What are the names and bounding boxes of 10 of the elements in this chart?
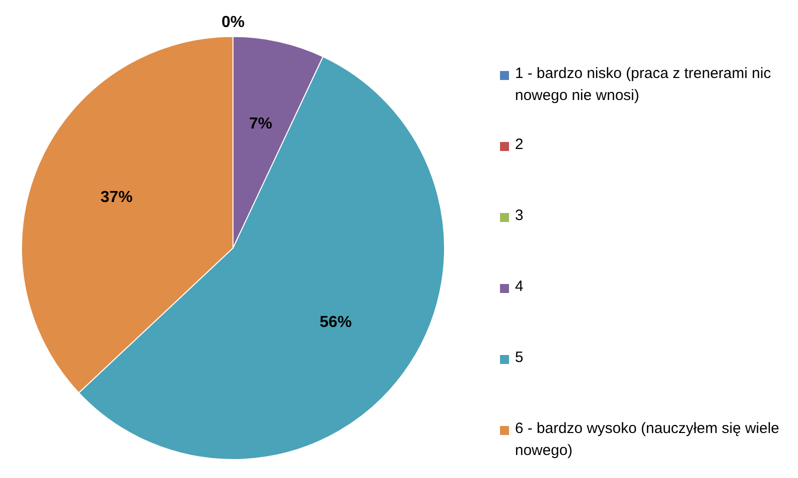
legend-label: 1 - bardzo nisko (praca z trenerami nic nowego nie wnosi) (515, 64, 772, 106)
text: 0% (221, 14, 245, 31)
legend-label: 5 (515, 348, 524, 368)
legend-label: 4 (515, 277, 524, 297)
data-label: 37% (100, 189, 133, 206)
legend-label: 3 (515, 206, 524, 226)
legend-label: 2 (515, 135, 524, 155)
legend-label: 6 - bardzo wysoko (nauczyłem się wiele nowego) (515, 419, 780, 461)
data-label: 7% (249, 116, 272, 133)
data-label: 56% (320, 314, 352, 331)
